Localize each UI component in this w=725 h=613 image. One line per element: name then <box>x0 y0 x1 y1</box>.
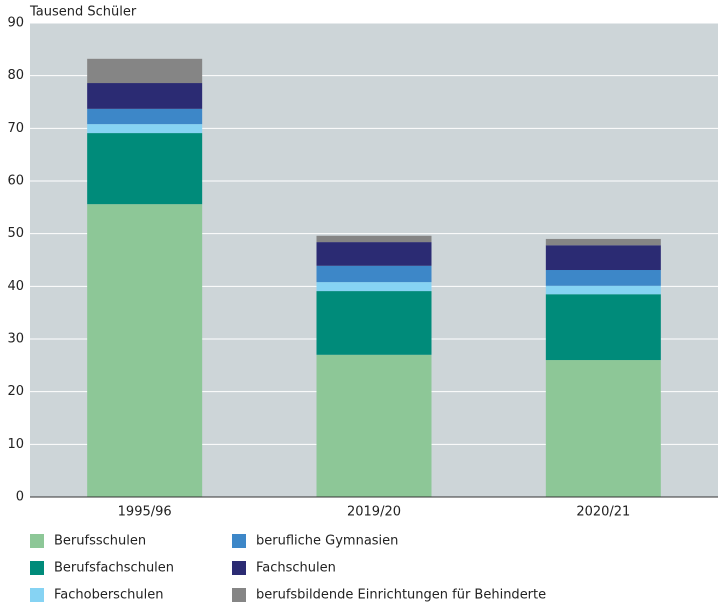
bar-segment <box>545 360 661 497</box>
legend-label: Berufsschulen <box>54 534 146 549</box>
bar-segment <box>316 242 432 266</box>
bar-segment <box>316 282 432 292</box>
bar-segment <box>545 294 661 361</box>
legend-swatch <box>232 534 246 548</box>
bar-segment <box>316 235 432 243</box>
bar-segment <box>87 124 203 134</box>
legend-swatch <box>232 561 246 575</box>
y-tick-label: 60 <box>7 174 24 189</box>
legend-swatch <box>30 561 44 575</box>
bar-segment <box>316 354 432 497</box>
y-tick-label: 20 <box>7 384 24 399</box>
legend-swatch <box>30 588 44 602</box>
bar-segment <box>316 291 432 355</box>
y-tick-label: 90 <box>7 16 24 31</box>
legend-label: Fachoberschulen <box>54 588 163 603</box>
x-tick-label: 2020/21 <box>576 505 630 520</box>
bar-segment <box>545 270 661 286</box>
bar-segment <box>545 285 661 295</box>
y-tick-label: 80 <box>7 68 24 83</box>
legend-label: berufsbildende Einrichtungen für Behinde… <box>256 588 546 603</box>
bar-segment <box>87 133 203 205</box>
y-tick-label: 70 <box>7 121 24 136</box>
y-tick-label: 50 <box>7 226 24 241</box>
legend-swatch <box>232 588 246 602</box>
x-tick-label: 1995/96 <box>118 505 172 520</box>
bar-segment <box>316 265 432 283</box>
bar-segment <box>87 204 203 497</box>
y-tick-label: 10 <box>7 437 24 452</box>
bar-segment <box>545 238 661 246</box>
legend-label: Berufsfachschulen <box>54 561 174 576</box>
y-tick-label: 0 <box>16 490 24 505</box>
bar-segment <box>545 245 661 271</box>
legend-swatch <box>30 534 44 548</box>
legend-label: Fachschulen <box>256 561 336 576</box>
y-tick-label: 30 <box>7 332 24 347</box>
bar-segment <box>87 58 203 84</box>
y-axis-label: Tausend Schüler <box>29 5 137 20</box>
bar-segment <box>87 108 203 125</box>
y-tick-label: 40 <box>7 279 24 294</box>
legend-label: berufliche Gymnasien <box>256 534 398 549</box>
x-tick-label: 2019/20 <box>347 505 401 520</box>
bar-segment <box>87 83 203 109</box>
